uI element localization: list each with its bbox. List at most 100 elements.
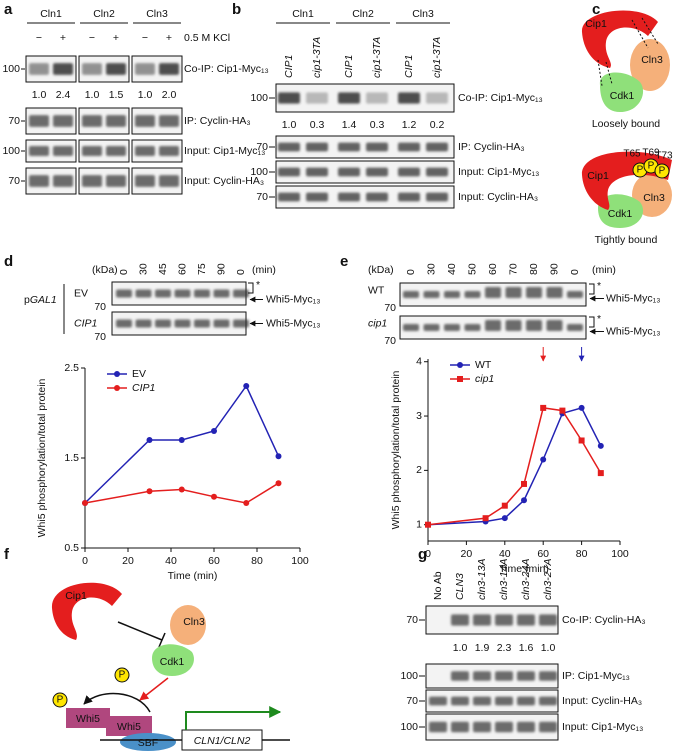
mw-marker: 70 (384, 335, 396, 347)
caption: Loosely bound (592, 118, 660, 130)
protein-label: Cln3 (643, 192, 665, 204)
blot-band (526, 287, 542, 298)
blot-band (451, 696, 469, 706)
x-tick-label: 100 (291, 555, 309, 567)
star: * (597, 280, 601, 292)
time-label: 60 (176, 263, 188, 275)
lane-label: cip1-3TA (431, 37, 443, 78)
quant-value: 1.5 (109, 89, 124, 101)
blot-frame (275, 83, 455, 113)
group-label: Cln3 (412, 8, 434, 20)
time-label: 30 (425, 263, 437, 275)
blot-band (423, 291, 440, 298)
legend-swatch (114, 371, 120, 377)
mw-marker: 100 (250, 166, 268, 178)
x-tick-label: 60 (208, 555, 220, 567)
strain-label: EV (74, 287, 88, 299)
promoter-prefix: p (24, 294, 30, 306)
blot-band (505, 287, 522, 298)
point (578, 437, 585, 444)
series-line (84, 482, 279, 504)
blot-band (278, 192, 300, 202)
lane-label: cln3-24A (520, 559, 532, 600)
lane-label: No Ab (432, 571, 444, 600)
site-label: T69 (642, 148, 660, 159)
blot-band (517, 671, 535, 681)
mw-marker: 70 (94, 301, 106, 313)
panel-letter: d (4, 253, 13, 270)
blot-band (464, 324, 481, 331)
blot-band (338, 142, 360, 152)
panel-letter: e (340, 253, 348, 270)
blot-band (174, 319, 191, 328)
blot-band (278, 167, 300, 177)
point (211, 428, 217, 434)
protein-label: Cip1 (585, 18, 607, 30)
point (540, 404, 547, 411)
mw-marker: 100 (2, 63, 20, 75)
blot-band (29, 146, 49, 156)
blot-band (451, 614, 469, 626)
blot-band (29, 63, 49, 75)
blot-band (338, 92, 360, 104)
mw-marker: 70 (256, 141, 268, 153)
condition-label: 0.5 M KCl (184, 32, 230, 44)
blot-band (278, 142, 300, 152)
series-line (427, 407, 602, 526)
panel-letter: b (232, 1, 241, 18)
panel-c-drawing (581, 10, 672, 228)
group-label: Cln3 (146, 8, 168, 20)
lane-label: cip1-3TA (371, 37, 383, 78)
legend-label: EV (132, 368, 146, 380)
quant-value: 2.3 (497, 642, 512, 654)
phospho: P (57, 695, 64, 706)
blot-band (106, 146, 126, 156)
x-tick-label: 40 (165, 555, 177, 567)
y-axis-label: Whi5 phosphorylation/total protein (36, 378, 48, 537)
legend-label: cip1 (475, 373, 494, 385)
time-label: 90 (215, 263, 227, 275)
blot-frame (78, 139, 130, 163)
row-label: Input: Cip1-Myc₁₃ (184, 145, 265, 157)
quant-value: 1.6 (519, 642, 534, 654)
blot-band (174, 289, 191, 298)
y-axis-label: Whi5 phosphorylation/total protein (390, 370, 402, 529)
kda-label: (kDa) (92, 264, 118, 276)
caption: Tightly bound (595, 234, 658, 246)
point (501, 502, 508, 509)
blot-band (135, 319, 152, 328)
point (275, 453, 282, 460)
blot-band (29, 115, 49, 127)
y-tick-label: 2.5 (64, 362, 79, 374)
time-label: 80 (528, 263, 540, 275)
lane-label: cln3-13A (476, 559, 488, 600)
group-label: Cln1 (292, 8, 314, 20)
blot-band (451, 721, 469, 733)
protein-label: Cln3 (183, 616, 205, 628)
blot-band (213, 319, 230, 328)
row-label: Input: Cip1-Myc₁₃ (458, 166, 539, 178)
point (146, 437, 153, 443)
strain-label: CIP1 (74, 317, 97, 329)
row-label: Co-IP: Cyclin-HA₃ (562, 614, 646, 626)
row-label: Input: Cyclin-HA₃ (184, 175, 264, 187)
blot-band (29, 175, 49, 187)
blot-band (517, 721, 535, 733)
panel-letter: f (4, 546, 10, 563)
time-label: 70 (507, 263, 519, 275)
lane-label: CLN3 (454, 573, 466, 600)
blot-band (495, 671, 513, 681)
lane-label: CIP1 (283, 55, 295, 78)
blot-band (366, 167, 388, 177)
blot-band (495, 614, 513, 626)
phospho: P (659, 166, 666, 177)
legend-label: WT (475, 359, 492, 371)
point (211, 493, 217, 500)
blot-band (403, 291, 419, 298)
blot-band (135, 146, 155, 156)
x-tick-label: 80 (576, 548, 588, 560)
protein-label: Whi5 (117, 721, 141, 733)
blot-band (473, 721, 491, 733)
blot-frame (275, 135, 455, 159)
